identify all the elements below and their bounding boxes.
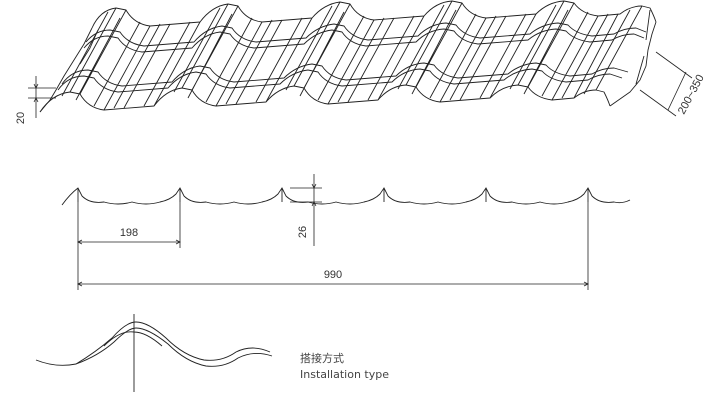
- tile-left-end: [39, 27, 93, 113]
- height-dimension: [28, 76, 56, 118]
- overlap-tile-lower: [35, 327, 273, 367]
- rib-height-dimension: [290, 174, 322, 246]
- tile-rib-lines: [61, 0, 643, 111]
- overall-width-dim-label: 990: [324, 269, 342, 281]
- overall-width-dimension: [77, 202, 589, 290]
- tile-front-edge: [39, 84, 611, 113]
- tile-step-line-upper-2: [83, 28, 645, 53]
- pitch-dimension: [77, 202, 181, 248]
- height-dim-label: 20: [15, 112, 27, 124]
- profile-wave: [61, 187, 631, 206]
- tile-right-end: [609, 21, 657, 107]
- tile-isometric-view: [39, 0, 657, 113]
- installation-detail: [35, 314, 273, 392]
- tile-step-line-lower-2: [57, 68, 623, 93]
- installation-label-cn: 搭接方式: [300, 351, 344, 365]
- tile-profile-view: [61, 187, 631, 206]
- tile-step-line-upper: [85, 22, 647, 47]
- pitch-dim-label: 198: [120, 227, 138, 239]
- rib-height-dim-label: 26: [297, 226, 309, 238]
- installation-label-en: Installation type: [300, 368, 389, 381]
- width-range-dimension: [639, 51, 693, 117]
- tile-step-line-lower: [61, 62, 629, 87]
- tile-back-edge: [91, 0, 657, 29]
- tile-right-end-step: [635, 9, 651, 85]
- overlap-tile-upper: [75, 321, 271, 365]
- width-range-dim-label: 200~350: [676, 73, 707, 117]
